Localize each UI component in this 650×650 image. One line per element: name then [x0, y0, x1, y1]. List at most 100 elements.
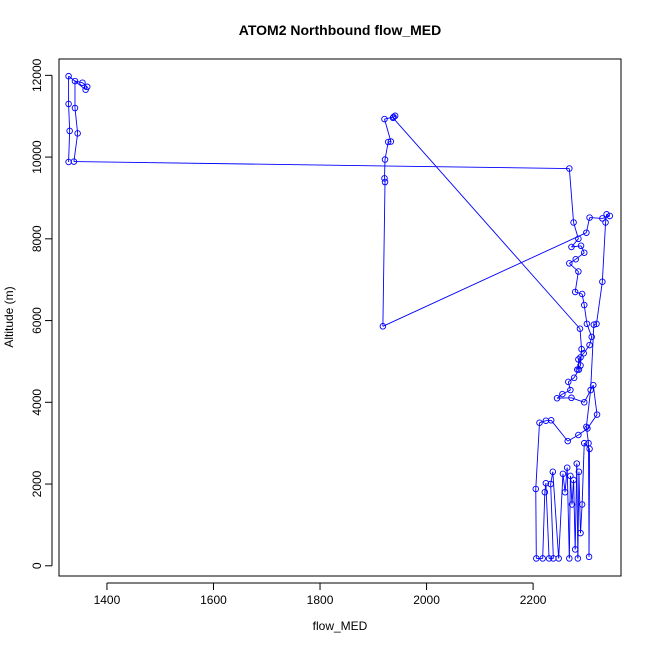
data-point [590, 321, 598, 328]
series-segment [392, 117, 581, 330]
data-point [381, 175, 388, 182]
data-point [571, 546, 579, 553]
x-axis-label: flow_MED [313, 619, 368, 633]
series-segment [556, 393, 563, 399]
data-point [578, 290, 586, 298]
data-point [587, 386, 594, 394]
data-point [568, 394, 575, 402]
data-point [381, 156, 389, 163]
data-point [536, 419, 543, 426]
data-point [570, 374, 578, 382]
series-segment [568, 377, 575, 383]
series-segment [593, 323, 597, 326]
data-point [533, 555, 540, 562]
series-segment [571, 245, 582, 248]
data-point [568, 243, 575, 251]
data-point [567, 386, 574, 394]
y-tick-label: 6000 [30, 307, 44, 334]
data-point [586, 341, 593, 349]
data-point [578, 501, 586, 508]
data-point [583, 320, 591, 328]
data-point [566, 260, 573, 267]
data-point [379, 323, 387, 330]
data-point [83, 83, 91, 91]
series-segment [382, 232, 587, 327]
x-tick-label: 1400 [94, 593, 121, 607]
series-segment [567, 434, 579, 442]
series-segment [535, 422, 540, 489]
data-point [572, 256, 579, 263]
data-point [570, 219, 577, 226]
data-point [586, 214, 593, 221]
data-point [539, 555, 546, 562]
data-point [575, 356, 582, 363]
series-segment [566, 467, 570, 559]
series-segment [552, 471, 560, 559]
series-group [65, 72, 614, 562]
series-segment [550, 471, 554, 485]
data-point [65, 100, 72, 108]
data-point [74, 130, 81, 137]
data-point [583, 423, 590, 431]
data-point [602, 219, 609, 226]
data-point [553, 394, 561, 402]
y-axis: 0 2000 4000 6000 8000 10000 12000 [30, 58, 53, 569]
data-point [588, 333, 595, 341]
series-segment [573, 479, 576, 550]
y-tick-label: 8000 [30, 225, 44, 252]
data-point [563, 464, 571, 471]
data-point [573, 460, 581, 467]
data-point [577, 362, 584, 369]
series-segment [581, 293, 585, 306]
series-segment [558, 473, 564, 559]
data-point [590, 381, 597, 389]
series-segment [605, 214, 608, 223]
series-segment [571, 238, 579, 248]
series-segment [384, 116, 394, 120]
data-point [389, 114, 397, 122]
data-point [575, 235, 582, 243]
series-segment [564, 467, 568, 493]
series-segment [583, 344, 590, 354]
data-point [384, 138, 392, 146]
data-point [571, 288, 579, 296]
data-point [547, 480, 554, 488]
series-segment [596, 281, 603, 324]
y-tick-label: 12000 [30, 58, 44, 92]
data-point [549, 468, 557, 476]
series-segment [73, 133, 79, 162]
series-segment [74, 80, 83, 84]
y-axis-label: Altitude (m) [2, 286, 16, 347]
series-segment [589, 217, 603, 219]
series-segment [73, 161, 570, 169]
series-segment [592, 385, 598, 415]
data-point [580, 439, 588, 447]
data-point [577, 529, 584, 537]
series-segment [575, 291, 583, 295]
chart-title: ATOM2 Northbound flow_MED [239, 22, 441, 38]
data-point [381, 115, 388, 123]
series-segment [571, 397, 585, 403]
data-point [585, 553, 593, 561]
series-segment [550, 484, 554, 559]
data-point [578, 345, 585, 353]
data-point [574, 366, 581, 373]
data-point [381, 178, 389, 186]
data-point [70, 158, 78, 165]
data-point [603, 211, 610, 218]
series-segment [590, 324, 595, 391]
data-point [559, 390, 566, 398]
data-point [574, 555, 582, 562]
data-point [561, 488, 569, 496]
data-point [532, 485, 540, 493]
series-segment [568, 475, 571, 559]
series-segment [539, 420, 547, 424]
data-point [585, 439, 592, 447]
data-point [570, 476, 577, 484]
data-point [606, 212, 614, 220]
data-point [564, 437, 571, 445]
data-point [576, 325, 584, 332]
series-segment [535, 488, 537, 559]
series-segment [573, 369, 580, 379]
